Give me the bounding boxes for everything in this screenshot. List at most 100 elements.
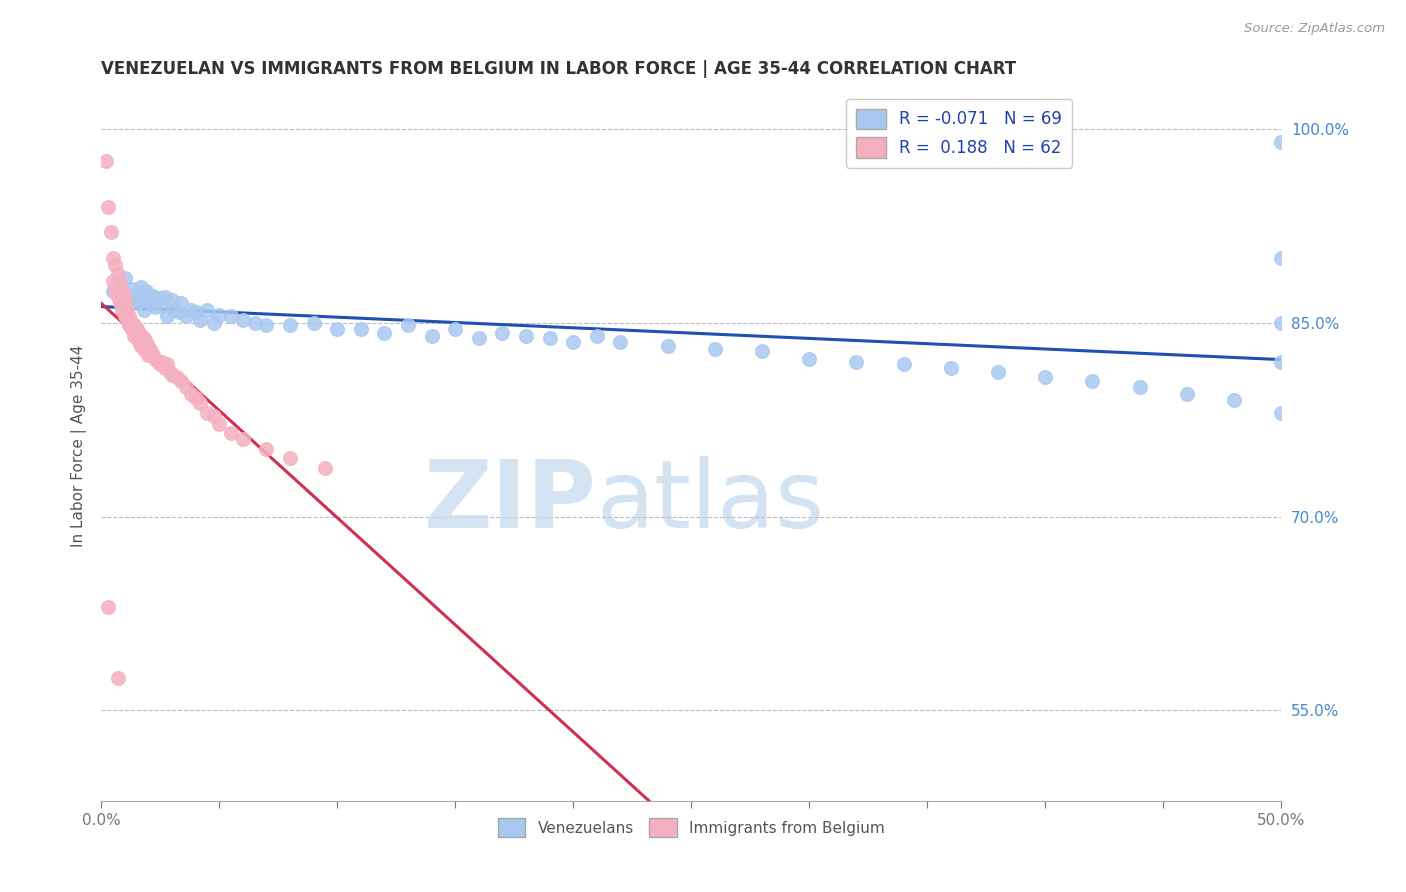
Point <box>135 335 157 350</box>
Point <box>1128 380 1150 394</box>
Point <box>132 302 155 317</box>
Point <box>232 313 254 327</box>
Point <box>114 270 136 285</box>
Point <box>491 326 513 341</box>
Point <box>160 293 183 307</box>
Point <box>104 258 127 272</box>
Point <box>159 365 181 379</box>
Point <box>114 293 136 307</box>
Point <box>254 442 277 457</box>
Point <box>129 339 152 353</box>
Point <box>1175 387 1198 401</box>
Point <box>128 326 150 341</box>
Point <box>1033 370 1056 384</box>
Point <box>139 296 162 310</box>
Point <box>170 374 193 388</box>
Point <box>146 354 169 368</box>
Point <box>163 302 186 317</box>
Point <box>125 322 148 336</box>
Point <box>94 154 117 169</box>
Point <box>122 328 145 343</box>
Point <box>145 351 167 366</box>
Point <box>538 331 561 345</box>
Point <box>160 368 183 382</box>
Point <box>396 318 419 333</box>
Point <box>202 409 225 423</box>
Point <box>142 348 165 362</box>
Point <box>132 342 155 356</box>
Point <box>1270 316 1292 330</box>
Text: Source: ZipAtlas.com: Source: ZipAtlas.com <box>1244 22 1385 36</box>
Point <box>939 361 962 376</box>
Point <box>609 335 631 350</box>
Point <box>108 277 131 291</box>
Point <box>114 310 136 324</box>
Point <box>152 354 174 368</box>
Point <box>135 344 157 359</box>
Point <box>111 302 134 317</box>
Point <box>208 417 231 431</box>
Point <box>114 296 136 310</box>
Point <box>202 316 225 330</box>
Point <box>751 344 773 359</box>
Point <box>121 282 143 296</box>
Point <box>118 318 141 333</box>
Point <box>180 302 202 317</box>
Point <box>174 380 197 394</box>
Point <box>153 290 176 304</box>
Point <box>135 284 157 298</box>
Point <box>845 354 868 368</box>
Point <box>108 277 131 291</box>
Point <box>156 310 179 324</box>
Point <box>373 326 395 341</box>
Point <box>314 460 336 475</box>
Point <box>100 226 122 240</box>
Point <box>145 301 167 315</box>
Point <box>562 335 585 350</box>
Point <box>350 322 373 336</box>
Point <box>180 387 202 401</box>
Point <box>118 290 141 304</box>
Point <box>101 275 124 289</box>
Point <box>107 671 129 685</box>
Point <box>195 406 218 420</box>
Point <box>156 357 179 371</box>
Point <box>208 308 231 322</box>
Point <box>136 293 159 307</box>
Point <box>1270 251 1292 265</box>
Text: VENEZUELAN VS IMMIGRANTS FROM BELGIUM IN LABOR FORCE | AGE 35-44 CORRELATION CHA: VENEZUELAN VS IMMIGRANTS FROM BELGIUM IN… <box>101 60 1017 78</box>
Point <box>107 267 129 281</box>
Point <box>467 331 489 345</box>
Point <box>107 290 129 304</box>
Point <box>585 328 607 343</box>
Point <box>174 310 197 324</box>
Point <box>101 251 124 265</box>
Point <box>1223 393 1246 408</box>
Legend: Venezuelans, Immigrants from Belgium: Venezuelans, Immigrants from Belgium <box>492 812 890 843</box>
Point <box>128 335 150 350</box>
Point <box>232 432 254 446</box>
Point <box>188 396 211 410</box>
Point <box>184 391 207 405</box>
Point <box>132 331 155 345</box>
Point <box>108 296 131 310</box>
Point <box>254 318 277 333</box>
Point <box>129 279 152 293</box>
Point <box>420 328 443 343</box>
Point <box>149 357 172 371</box>
Point <box>122 318 145 333</box>
Point <box>125 331 148 345</box>
Point <box>1270 135 1292 149</box>
Point <box>101 284 124 298</box>
Point <box>797 351 820 366</box>
Point <box>195 302 218 317</box>
Point <box>142 289 165 303</box>
Point <box>104 284 127 298</box>
Point <box>125 296 148 310</box>
Point <box>326 322 349 336</box>
Point <box>444 322 467 336</box>
Point <box>118 310 141 324</box>
Y-axis label: In Labor Force | Age 35-44: In Labor Force | Age 35-44 <box>72 344 87 547</box>
Point <box>515 328 537 343</box>
Point <box>97 200 120 214</box>
